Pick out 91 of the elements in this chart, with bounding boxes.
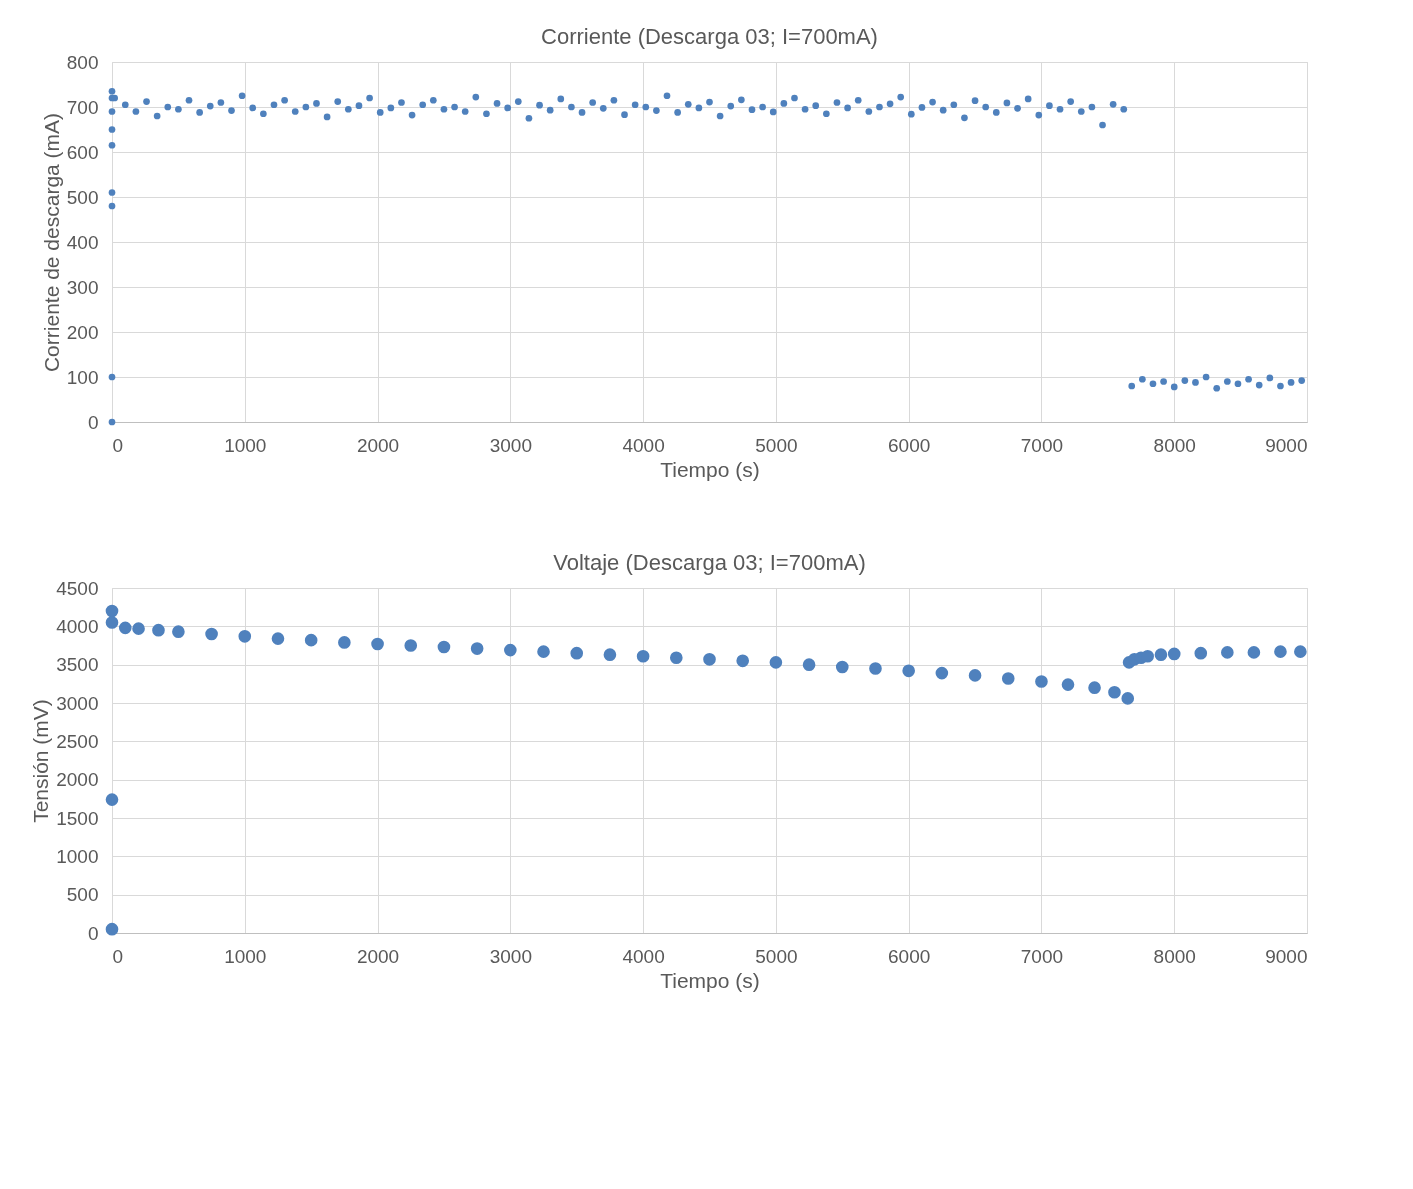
point <box>1121 692 1135 705</box>
point <box>570 646 584 660</box>
point <box>1247 646 1261 659</box>
point <box>603 648 617 662</box>
y-tick-label: 600 <box>66 141 99 163</box>
point <box>205 627 218 641</box>
point <box>404 639 418 652</box>
x-tick-label: 4000 <box>622 945 665 967</box>
chart-title: Voltaje (Descarga 03; I=700mA) <box>553 550 866 575</box>
y-tick-label: 500 <box>66 186 99 208</box>
x-tick-label: 3000 <box>489 434 532 456</box>
point <box>1061 678 1075 691</box>
y-axis-title: Corriente de descarga (mA) <box>39 112 63 373</box>
point <box>703 652 716 666</box>
point <box>968 669 982 682</box>
x-tick-label: 7000 <box>1020 434 1064 456</box>
y-tick-label: 2000 <box>56 769 99 791</box>
x-tick-label: 4000 <box>622 434 665 456</box>
x-tick-label: 2000 <box>356 945 400 967</box>
y-tick-label: 1500 <box>56 807 99 829</box>
x-tick-label: 9000 <box>1265 945 1308 967</box>
point <box>105 604 119 618</box>
point <box>152 623 165 637</box>
y-tick-label: 4500 <box>56 577 99 599</box>
y-tick-label: 500 <box>66 884 99 906</box>
point <box>304 633 318 647</box>
y-tick-label: 3500 <box>56 654 99 676</box>
x-tick-label: 5000 <box>755 434 798 456</box>
y-tick-label: 2500 <box>56 730 99 752</box>
point <box>1221 646 1234 659</box>
x-tick-label: 8000 <box>1153 434 1196 456</box>
point <box>1167 647 1181 661</box>
chart-title: Corriente (Descarga 03; I=700mA) <box>541 24 878 49</box>
point <box>1274 645 1287 658</box>
x-tick-label: 9000 <box>1265 434 1308 456</box>
point <box>105 616 119 629</box>
point <box>1035 675 1048 688</box>
x-tick-label: 1000 <box>224 434 267 456</box>
y-tick-label: 100 <box>66 366 99 388</box>
x-tick-label: 6000 <box>888 945 931 967</box>
point <box>1294 645 1307 658</box>
point <box>835 660 849 674</box>
x-tick-label: 0 <box>112 434 124 456</box>
point <box>636 649 650 663</box>
x-tick-label: 8000 <box>1153 945 1196 967</box>
point <box>470 642 484 655</box>
y-tick-label: 1000 <box>56 845 99 867</box>
point <box>172 625 185 639</box>
point <box>869 662 882 675</box>
y-tick-label: 0 <box>87 411 99 433</box>
x-axis-title: Tiempo (s) <box>660 968 760 992</box>
point <box>238 629 252 643</box>
x-axis-title: Tiempo (s) <box>660 457 760 481</box>
point <box>1001 672 1015 685</box>
point <box>736 654 750 668</box>
point <box>902 664 915 678</box>
point <box>769 656 783 669</box>
point <box>1088 681 1101 694</box>
y-axis-title: Tensión (mV) <box>29 699 53 823</box>
x-tick-label: 3000 <box>489 945 532 967</box>
point <box>338 636 351 649</box>
y-tick-label: 3000 <box>56 692 99 714</box>
x-tick-label: 2000 <box>356 434 400 456</box>
x-tick-label: 5000 <box>755 945 798 967</box>
y-tick-label: 0 <box>87 922 99 944</box>
point <box>669 651 683 665</box>
y-tick-label: 800 <box>66 51 99 73</box>
point <box>105 922 119 936</box>
point <box>105 793 119 806</box>
x-tick-label: 0 <box>112 945 124 967</box>
point <box>1141 649 1154 663</box>
point <box>271 632 285 645</box>
y-tick-label: 300 <box>66 276 99 298</box>
point <box>1108 685 1121 699</box>
point <box>504 643 517 657</box>
point <box>1154 648 1168 662</box>
point <box>437 640 451 654</box>
x-tick-label: 6000 <box>888 434 931 456</box>
y-tick-label: 400 <box>66 231 99 253</box>
point <box>371 637 384 651</box>
x-tick-label: 7000 <box>1020 945 1064 967</box>
point <box>935 666 949 680</box>
point <box>118 621 132 635</box>
y-tick-label: 4000 <box>56 615 99 637</box>
point <box>802 658 816 671</box>
point <box>1194 646 1208 660</box>
x-tick-label: 1000 <box>224 945 267 967</box>
y-tick-label: 200 <box>66 321 99 343</box>
point <box>132 622 145 635</box>
point <box>537 645 550 658</box>
y-tick-label: 700 <box>66 96 99 118</box>
